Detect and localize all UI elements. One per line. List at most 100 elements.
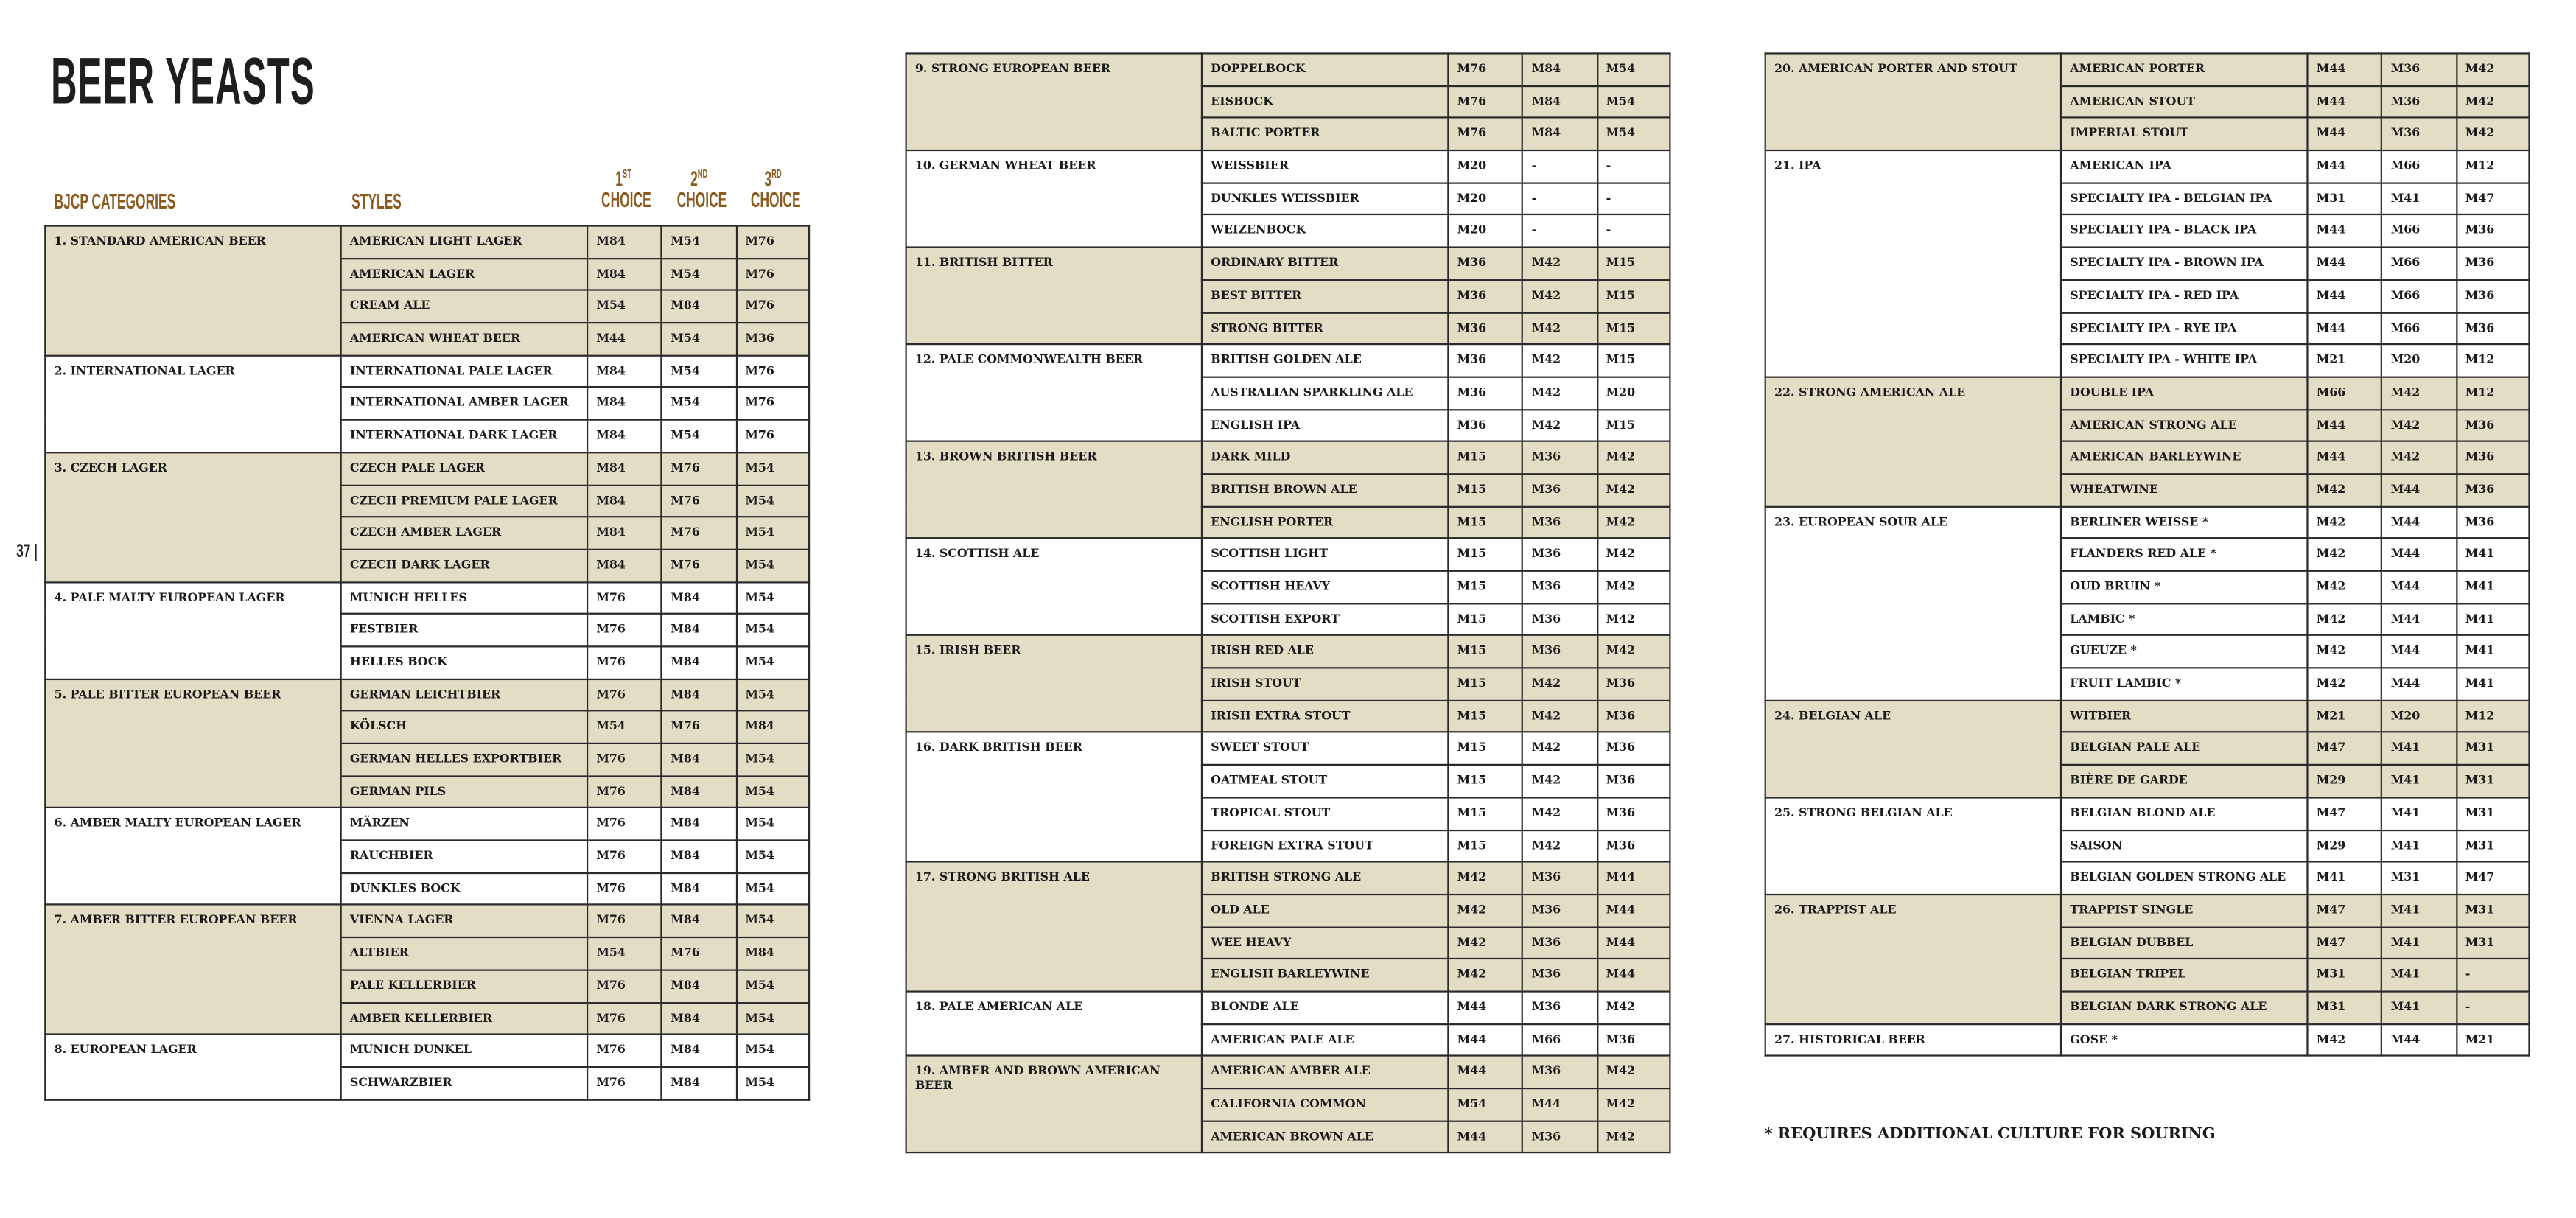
second-choice-cell: M84 <box>660 1001 738 1036</box>
first-choice-cell: M20 <box>1447 150 1524 184</box>
table-row: 15. IRISH BEER IRISH RED ALE M15 M36 M42 <box>905 634 1671 734</box>
second-choice-cell: M36 <box>1522 537 1598 572</box>
header-bjcp-categories: BJCP CATEGORIES <box>54 189 176 214</box>
category-cell: 17. STRONG BRITISH ALE <box>905 861 1203 993</box>
category-cell: 6. AMBER MALTY EUROPEAN LAGER <box>44 807 342 906</box>
first-choice-cell: M76 <box>586 1065 663 1100</box>
third-choice-cell: M54 <box>735 451 811 486</box>
second-choice-cell: M36 <box>2381 52 2457 87</box>
first-choice-cell: M42 <box>2306 570 2383 604</box>
third-choice-cell: M76 <box>735 290 811 324</box>
style-cell: BRITISH STRONG ALE <box>1200 861 1449 895</box>
table-row: FOREIGN EXTRA STOUT M15 M42 M36 <box>906 828 1671 863</box>
header-3rd-choice: 3RD CHOICE <box>736 164 810 212</box>
style-cell: SWEET STOUT <box>1200 732 1449 766</box>
first-choice-cell: M42 <box>2306 634 2383 669</box>
style-cell: BELGIAN TRIPEL <box>2059 958 2309 993</box>
third-choice-cell: M76 <box>735 225 811 259</box>
first-choice-cell: M15 <box>1447 441 1524 475</box>
first-choice-cell: M84 <box>586 516 663 550</box>
second-choice-cell: M54 <box>660 322 738 357</box>
first-choice-cell: M84 <box>586 451 663 486</box>
third-choice-cell: M44 <box>1596 861 1671 895</box>
category-group: 4. PALE MALTY EUROPEAN LAGER MUNICH HELLE… <box>44 581 811 680</box>
category-group: 16. DARK BRITISH BEER SWEET STOUT M15 M42 M3… <box>905 732 1671 863</box>
category-cell: 9. STRONG EUROPEAN BEER <box>905 52 1203 152</box>
category-group: 10. GERMAN WHEAT BEER WEISSBIER M20- - DUNKL… <box>905 150 1671 248</box>
style-cell: AMERICAN IPA <box>2059 150 2309 184</box>
third-choice-cell: M41 <box>2455 537 2530 572</box>
second-choice-cell: M42 <box>1522 246 1598 281</box>
category-cell: 3. CZECH LAGER <box>44 451 342 583</box>
first-choice-cell: M41 <box>2306 861 2383 895</box>
first-choice-cell: M47 <box>2306 893 2383 928</box>
style-cell: IRISH RED ALE <box>1200 634 1449 669</box>
third-choice-cell: M44 <box>1596 925 1671 960</box>
table-row: 22. STRONG AMERICAN ALE DOUBLE IPA M66 M42 M… <box>1764 376 2530 508</box>
first-choice-cell: M84 <box>586 483 663 518</box>
third-choice-cell: M42 <box>2455 85 2530 119</box>
third-choice-cell: M41 <box>2455 634 2530 669</box>
category-cell: 20. AMERICAN PORTER AND STOUT <box>1764 52 2062 152</box>
table-row: GERMAN HELLES EXPORTBIER M76 M84 M54 <box>45 742 811 777</box>
second-choice-cell: - <box>1522 150 1598 184</box>
first-choice-cell: M76 <box>1447 117 1524 152</box>
first-choice-cell: M29 <box>2306 828 2383 863</box>
third-choice-cell: - <box>2455 990 2530 1025</box>
second-choice-cell: M76 <box>660 516 738 550</box>
category-cell: 21. IPA <box>1764 150 2062 378</box>
style-cell: GERMAN LEICHTBIER <box>340 678 589 713</box>
table-row: INTERNATIONAL AMBER LAGER M84 M54 M76 <box>45 386 811 421</box>
style-cell: AUSTRALIAN SPARKLING ALE <box>1200 376 1449 410</box>
first-choice-cell: M31 <box>2306 990 2383 1025</box>
table-row: DUNKLES BOCK M76 M84 M54 <box>45 872 811 906</box>
second-choice-cell: M84 <box>660 904 738 939</box>
second-choice-cell: M41 <box>2381 925 2457 960</box>
second-choice-cell: M84 <box>660 774 738 809</box>
first-choice-cell: M84 <box>586 386 663 421</box>
style-cell: SPECIALTY IPA - BELGIAN IPA <box>2059 181 2309 217</box>
first-choice-cell: M31 <box>2306 958 2383 993</box>
first-choice-cell: M15 <box>1447 570 1524 604</box>
third-choice-cell: M36 <box>1596 732 1671 766</box>
style-cell: GOSE * <box>2059 1023 2309 1057</box>
style-cell: BELGIAN DARK STRONG ALE <box>2059 990 2309 1025</box>
second-choice-cell: M36 <box>1522 1119 1598 1154</box>
header-styles: STYLES <box>351 189 402 214</box>
table-row: 9. STRONG EUROPEAN BEER DOPPELBOCK M76 M84 M… <box>905 52 1671 152</box>
style-cell: LAMBIC * <box>2059 602 2309 637</box>
category-group: 5. PALE BITTER EUROPEAN BEER GERMAN LEICH… <box>44 677 811 809</box>
third-choice-cell: M54 <box>735 904 811 939</box>
third-choice-cell: M54 <box>1596 52 1671 87</box>
first-choice-cell: M84 <box>586 354 663 389</box>
first-choice-cell: M44 <box>2306 52 2383 87</box>
table-row: 1. STANDARD AMERICAN BEER AMERICAN LIGHT … <box>44 225 811 357</box>
second-choice-cell: M76 <box>660 710 738 744</box>
third-choice-cell: M12 <box>2455 150 2530 184</box>
second-choice-cell: M84 <box>660 613 738 648</box>
style-cell: SPECIALTY IPA - BLACK IPA <box>2059 214 2309 248</box>
table-row: TROPICAL STOUT M15 M42 M36 <box>906 796 1671 831</box>
third-choice-cell: M31 <box>2455 925 2530 960</box>
first-choice-cell: M76 <box>586 1001 663 1036</box>
second-choice-cell: M54 <box>660 257 738 292</box>
first-choice-cell: M42 <box>2306 505 2383 539</box>
third-choice-cell: M31 <box>2455 764 2530 799</box>
style-cell: IRISH EXTRA STOUT <box>1200 699 1449 734</box>
second-choice-cell: M84 <box>660 742 738 777</box>
first-choice-cell: M42 <box>1447 861 1524 895</box>
second-choice-cell: M36 <box>1522 925 1598 960</box>
third-choice-cell: - <box>1596 214 1671 248</box>
footnote: * REQUIRES ADDITIONAL CULTURE FOR SOURIN… <box>1764 1125 2216 1144</box>
style-cell: ENGLISH IPA <box>1200 408 1449 443</box>
first-choice-cell: M36 <box>1447 246 1524 281</box>
second-choice-cell: M54 <box>660 419 738 453</box>
style-cell: FLANDERS RED ALE * <box>2059 537 2309 572</box>
first-choice-cell: M44 <box>586 322 663 357</box>
first-choice-cell: M84 <box>586 419 663 453</box>
first-choice-cell: M84 <box>586 548 663 583</box>
category-group: 18. PALE AMERICAN ALE BLONDE ALE M44 M36 M42… <box>905 990 1671 1057</box>
third-choice-cell: M42 <box>1596 1055 1671 1090</box>
style-cell: IRISH STOUT <box>1200 667 1449 701</box>
